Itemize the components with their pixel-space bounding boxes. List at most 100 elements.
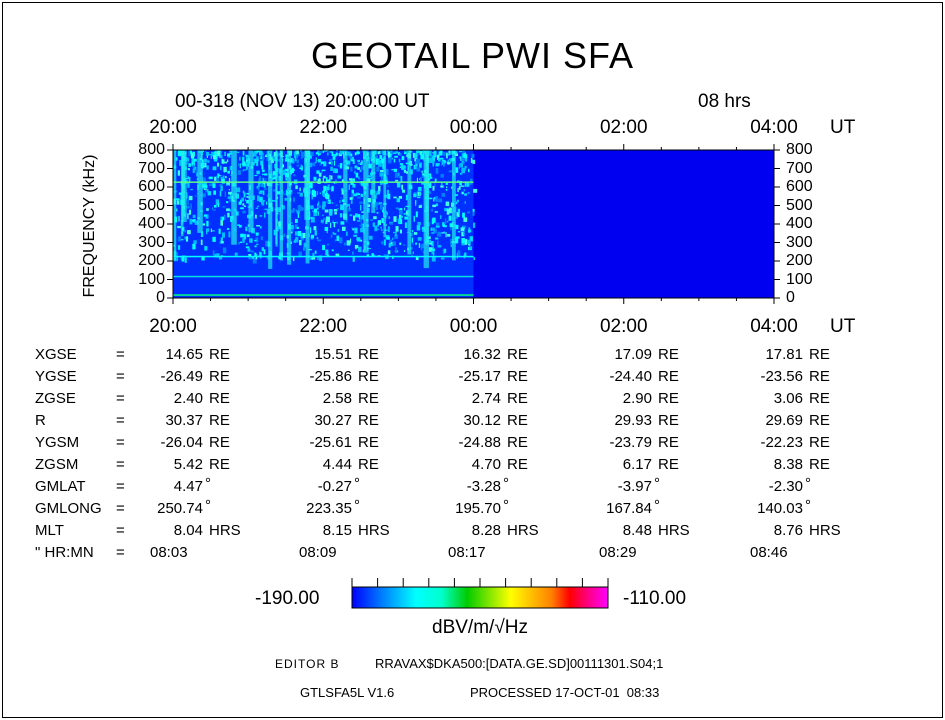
spectrogram-cell: [296, 226, 299, 229]
spectrogram-cell: [432, 157, 436, 162]
spectrogram-cell: [441, 160, 443, 166]
spectrogram-cell: [352, 251, 354, 255]
spectrogram-cell: [429, 242, 432, 245]
spectrogram-cell: [228, 178, 231, 184]
spectrogram-cell: [415, 161, 418, 166]
spectrogram-cell: [368, 163, 372, 169]
spectrogram-cell: [428, 191, 432, 194]
spectrogram-cell: [205, 184, 208, 189]
spectrogram-cell: [246, 243, 248, 246]
spectrogram-cell: [358, 246, 362, 253]
y-tick-label-right: 400: [786, 215, 813, 232]
emission-burst: [279, 150, 283, 261]
spectrogram-cell: [185, 158, 190, 162]
x-tick-label-top: 04:00: [750, 117, 798, 138]
spectrogram-cell: [207, 191, 212, 196]
spectrogram-cell: [455, 194, 458, 197]
spectrogram-cell: [276, 191, 281, 195]
spectrogram-cell: [206, 153, 208, 158]
table-cell-value: 2.74: [471, 390, 501, 407]
spectrogram-cell: [238, 201, 242, 205]
x-tick-label-bottom: 20:00: [149, 316, 197, 337]
spectrogram-cell: [448, 215, 452, 221]
x-unit-bottom: UT: [830, 316, 856, 337]
spectrogram-cell: [352, 159, 355, 164]
spectrogram-cell: [448, 170, 453, 173]
table-cell-unit: RE: [507, 390, 528, 407]
row-label: ZGSE: [35, 390, 76, 407]
spectrogram-cell: [210, 228, 212, 233]
spectrogram-cell: [202, 177, 206, 182]
spectrogram-cell: [229, 196, 232, 199]
spectrogram-cell: [333, 154, 337, 158]
spectrogram-cell: [317, 256, 319, 260]
spectrogram-cell: [337, 164, 340, 167]
plot-title: GEOTAIL PWI SFA: [310, 35, 635, 76]
spectrogram-cell: [225, 184, 230, 186]
table-cell-value: 30.27: [314, 412, 352, 429]
spectrogram-cell: [318, 152, 320, 156]
spectrogram-cell: [467, 192, 470, 194]
spectrogram-cell: [311, 162, 316, 167]
spectrogram-cell: [283, 233, 286, 237]
spectrogram-cell: [431, 242, 434, 246]
spectrogram-cell: [188, 209, 192, 215]
spectrogram-cell: [327, 243, 329, 246]
spectrogram-cell: [206, 208, 209, 211]
spectrogram-cell: [404, 151, 407, 155]
table-cell-value: 2.40: [173, 390, 203, 407]
spectrogram-cell: [435, 222, 440, 227]
spectrogram-cell: [336, 221, 338, 224]
spectrogram-cell: [376, 207, 378, 211]
spectrogram-cell: [246, 200, 249, 204]
spectrogram-cell: [461, 153, 465, 158]
spectrogram-cell: [229, 209, 231, 212]
table-cell-unit: HRS: [209, 522, 241, 539]
spectrogram-cell: [429, 190, 431, 193]
spectrogram-cell: [401, 165, 405, 170]
spectrogram-cell: [441, 182, 443, 186]
spectrogram-cell: [380, 206, 383, 210]
spectrogram-cell: [440, 215, 442, 219]
spectrogram-cell: [308, 249, 312, 251]
spectrogram-cell: [221, 179, 224, 182]
spectrogram-cell: [459, 180, 462, 186]
spectrogram-cell: [445, 189, 448, 191]
spectrogram-cell: [473, 222, 476, 228]
table-cell-value: 250.74: [157, 500, 203, 517]
spectrogram-cell: [457, 188, 459, 193]
row-label: ZGSM: [35, 456, 79, 473]
spectrogram-cell: [442, 160, 447, 163]
spectrogram-cell: [315, 157, 317, 163]
spectrogram-cell: [186, 205, 190, 209]
spectrogram-cell: [190, 154, 195, 159]
spectrogram-cell: [451, 186, 453, 189]
spectrogram-cell: [272, 189, 276, 192]
spectrogram-cell: [332, 222, 336, 224]
spectrogram-cell: [235, 193, 239, 199]
spectrogram-cell: [215, 199, 220, 206]
spectrogram-cell: [394, 155, 398, 158]
spectrogram-cell: [336, 207, 340, 210]
spectrogram-cell: [227, 153, 231, 155]
spectrogram-cell: [435, 168, 439, 174]
spectrogram-cell: [346, 240, 351, 246]
table-cell-value: 14.65: [165, 346, 203, 363]
spectrogram-cell: [463, 239, 468, 245]
table-cell-value: 8.15: [322, 522, 352, 539]
spectrogram-cell: [314, 230, 317, 236]
footer-processed: PROCESSED 17-OCT-01 08:33: [470, 685, 660, 700]
spectrogram-cell: [402, 189, 406, 193]
spectrogram-cell: [237, 224, 240, 226]
row-label: YGSE: [35, 368, 77, 385]
table-cell-unit: RE: [209, 368, 230, 385]
spectrogram-cell: [261, 164, 264, 170]
spectrogram-cell: [387, 226, 390, 233]
spectrogram-cell: [301, 151, 304, 158]
spectrogram-cell: [386, 236, 390, 240]
spectrogram-cell: [329, 209, 333, 214]
spectrogram-cell: [214, 150, 219, 153]
spectrogram-cell: [226, 159, 229, 163]
spectrogram-cell: [265, 178, 267, 184]
spectrogram-cell: [222, 247, 227, 254]
